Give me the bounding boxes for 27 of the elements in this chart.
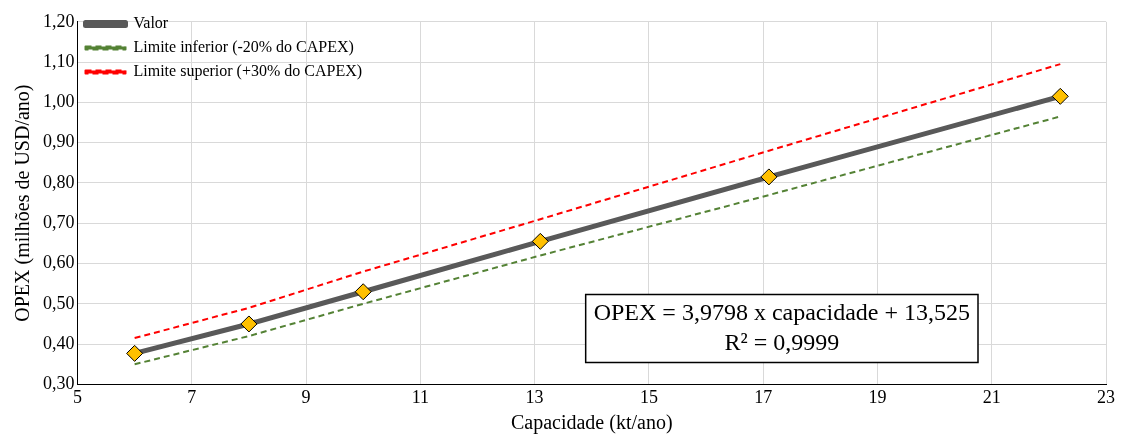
y-tick-label: 0,30 [43, 373, 75, 394]
legend-label: Limite inferior (-20% do CAPEX) [133, 38, 354, 57]
x-tick-label: 23 [1097, 386, 1115, 407]
annotation: R² = 0,9999 [724, 328, 840, 355]
y-tick-label: 0,40 [43, 332, 75, 353]
y-tick-label: 0,60 [43, 252, 75, 273]
y-tick-label: 1,20 [43, 10, 75, 31]
y-tick-label: 0,50 [43, 292, 75, 313]
x-tick-label: 5 [73, 386, 82, 407]
x-tick-label: 7 [187, 386, 197, 407]
x-tick-label: 9 [301, 386, 311, 407]
legend-label: Valor [133, 14, 169, 32]
x-tick-label: 19 [868, 386, 887, 407]
y-tick-label: 0,80 [43, 171, 75, 192]
x-tick-label: 11 [411, 386, 430, 407]
x-tick-label: 17 [754, 386, 773, 407]
x-tick-label: 15 [639, 386, 658, 407]
y-tick-label: 1,10 [43, 50, 75, 71]
annotation: OPEX = 3,9798 x capacidade + 13,525 [593, 298, 970, 325]
x-axis-title: Capacidade (kt/ano) [510, 411, 673, 435]
x-tick-label: 13 [525, 386, 544, 407]
y-tick-label: 0,90 [43, 131, 75, 152]
y-axis-title: OPEX (milhões de USD/ano) [11, 84, 35, 322]
y-tick-label: 0,70 [43, 211, 75, 232]
legend-label: Limite superior (+30% do CAPEX) [133, 62, 363, 81]
x-tick-label: 21 [982, 386, 1001, 407]
y-tick-label: 1,00 [43, 91, 75, 112]
